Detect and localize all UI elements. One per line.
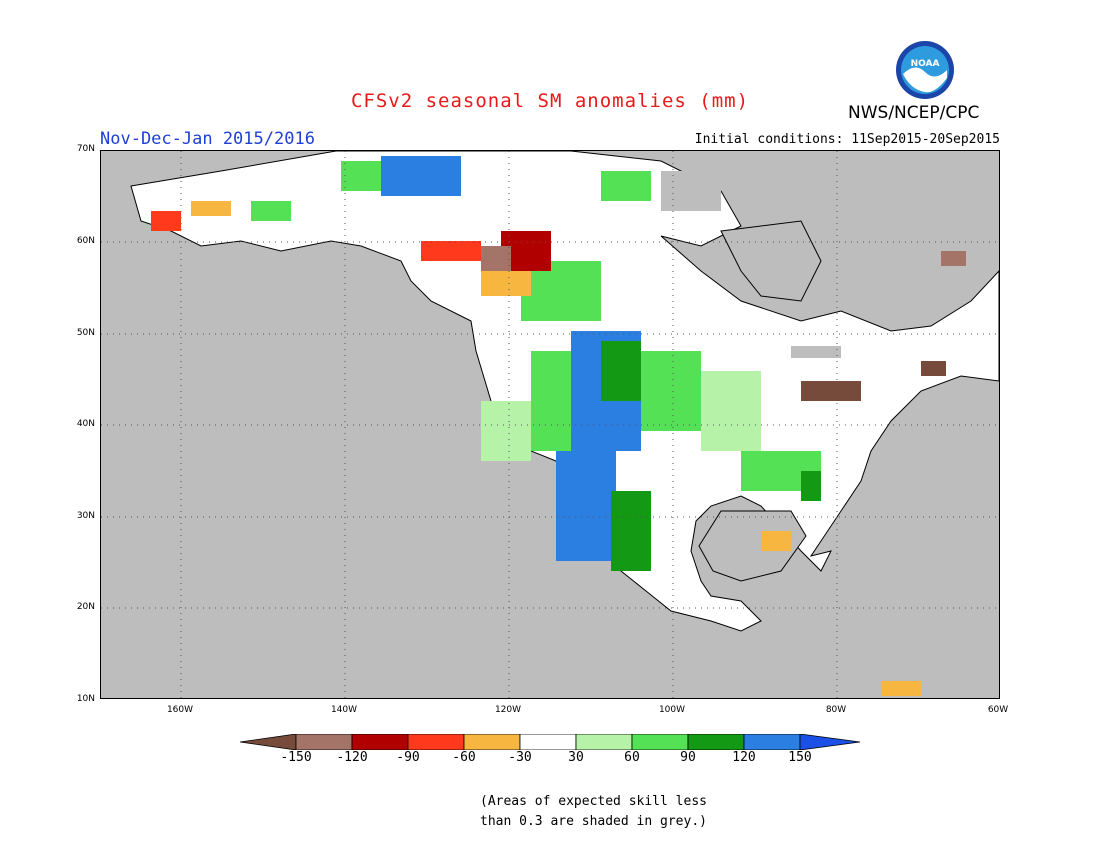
- lon-label-80w: 80W: [825, 705, 847, 715]
- anomaly-cells: [151, 156, 966, 696]
- colorbar-label: 120: [732, 750, 756, 765]
- hudson-bay: [720, 220, 822, 302]
- colorbar-label: 30: [568, 750, 584, 765]
- colorbar-label: 90: [680, 750, 696, 765]
- colorbar-label: -150: [280, 750, 312, 765]
- colorbar-label: -60: [452, 750, 476, 765]
- lat-label-20n: 20N: [76, 602, 95, 612]
- colorbar-segment: [519, 734, 577, 750]
- lon-label-100w: 100W: [658, 705, 686, 715]
- lat-label-30n: 30N: [76, 511, 95, 521]
- colorbar-label: 150: [788, 750, 812, 765]
- colorbar-label: 60: [624, 750, 640, 765]
- forecast-period: Nov-Dec-Jan 2015/2016: [100, 129, 315, 149]
- svg-text:NOAA: NOAA: [911, 59, 940, 69]
- lat-label-40n: 40N: [76, 419, 95, 429]
- colorbar-segment: [351, 734, 409, 750]
- colorbar-segment: [631, 734, 689, 750]
- lat-label-60n: 60N: [76, 236, 95, 246]
- initial-conditions: Initial conditions: 11Sep2015-20Sep2015: [694, 132, 1000, 147]
- colorbar-segment: [687, 734, 745, 750]
- colorbar: [240, 734, 861, 750]
- anomaly-map: [100, 150, 1000, 699]
- graticule: [101, 151, 999, 698]
- lat-label-70n: 70N: [76, 144, 95, 154]
- map-title: CFSv2 seasonal SM anomalies (mm): [350, 90, 750, 112]
- agency-label: NWS/NCEP/CPC: [848, 103, 980, 123]
- skill-note-line-1: (Areas of expected skill less: [480, 794, 707, 809]
- colorbar-segment: [463, 734, 521, 750]
- lon-label-120w: 120W: [494, 705, 522, 715]
- lat-label-10n: 10N: [76, 694, 95, 704]
- noaa-logo: NOAA: [896, 41, 954, 99]
- lon-label-140w: 140W: [330, 705, 358, 715]
- colorbar-segment: [743, 734, 801, 750]
- colorbar-label: -120: [336, 750, 368, 765]
- lon-label-160w: 160W: [166, 705, 194, 715]
- colorbar-arrow-low: [240, 734, 297, 750]
- colorbar-segment: [407, 734, 465, 750]
- colorbar-segment: [575, 734, 633, 750]
- lat-label-50n: 50N: [76, 328, 95, 338]
- skill-note: (Areas of expected skill less than 0.3 a…: [480, 792, 707, 832]
- colorbar-segment: [295, 734, 353, 750]
- colorbar-label: -90: [396, 750, 420, 765]
- colorbar-arrow-high: [799, 734, 861, 750]
- map-canvas: [101, 151, 999, 698]
- colorbar-label: -30: [508, 750, 532, 765]
- skill-note-line-2: than 0.3 are shaded in grey.): [480, 814, 707, 829]
- gulf-of-mexico: [698, 510, 807, 582]
- lon-label-60w: 60W: [987, 705, 1009, 715]
